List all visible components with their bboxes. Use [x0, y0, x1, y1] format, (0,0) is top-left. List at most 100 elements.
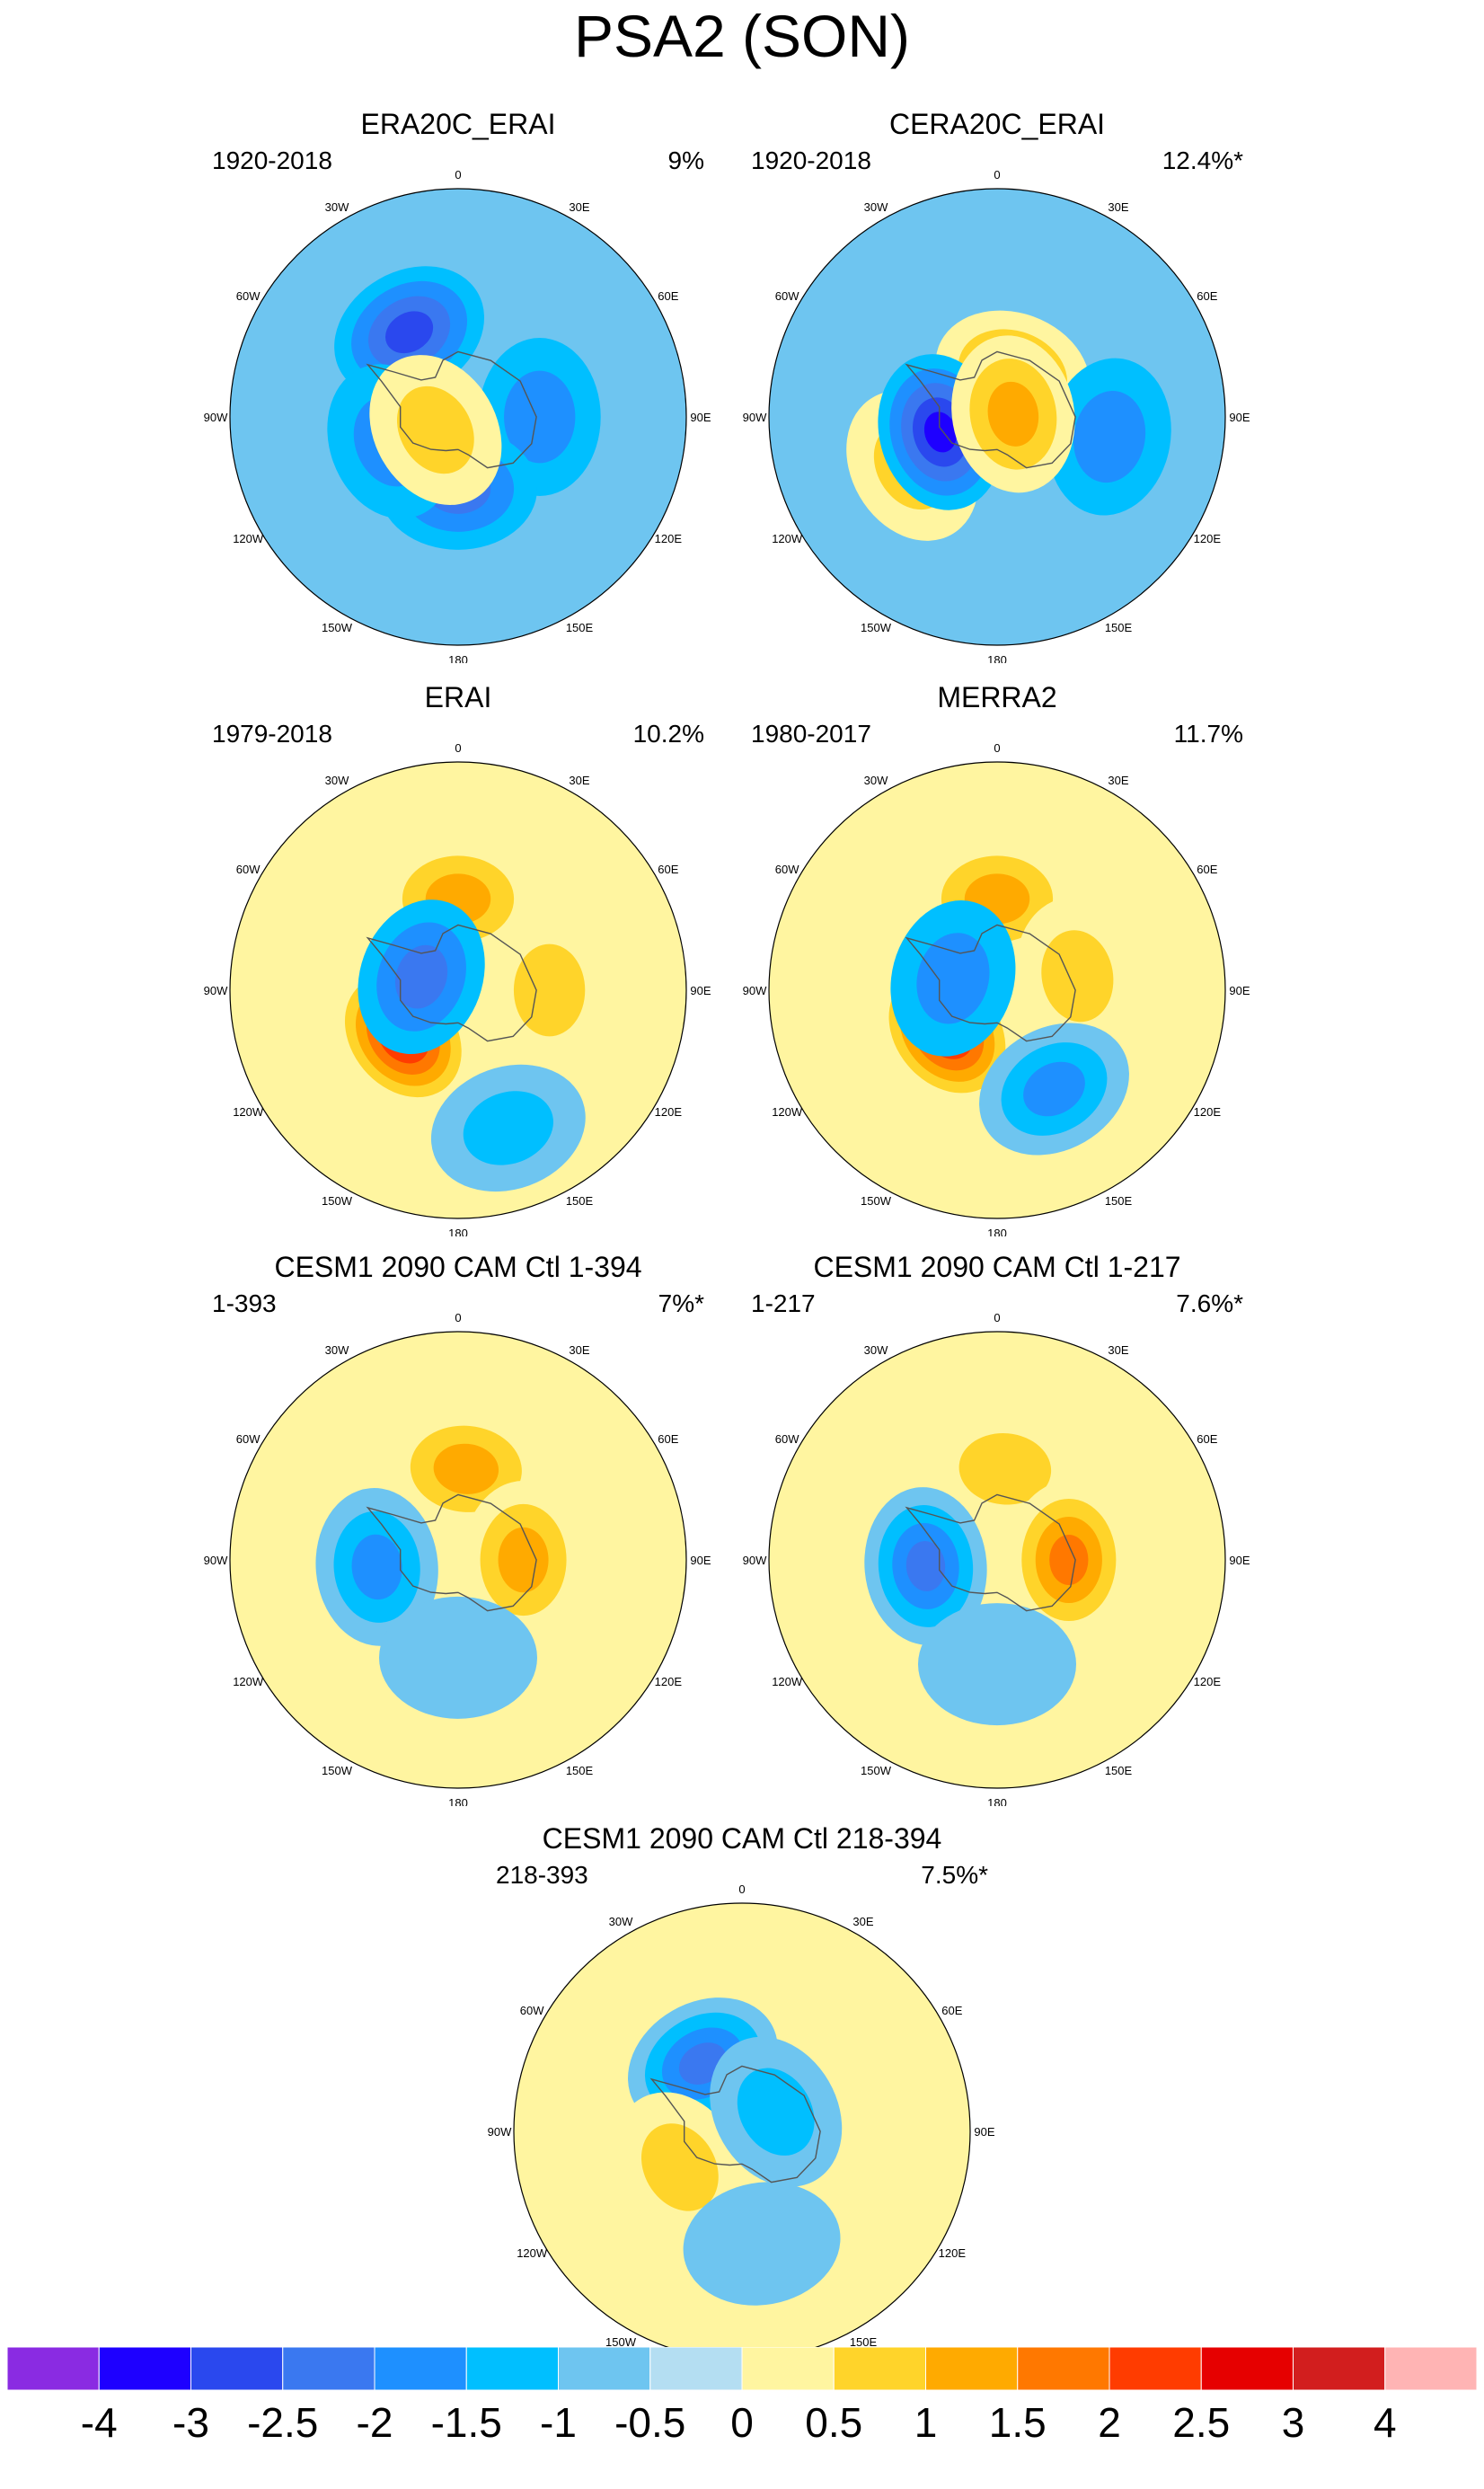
colorbar-tick-label: -0.5: [614, 2399, 686, 2446]
contour-level: [918, 1603, 1076, 1726]
contour-background: [230, 1332, 686, 1788]
longitude-label: 120E: [1194, 1105, 1222, 1119]
longitude-label: 60E: [1197, 1432, 1217, 1446]
colorbar-tick-label: 1.5: [988, 2399, 1047, 2446]
longitude-label: 150E: [1105, 1764, 1133, 1777]
map-panel: CESM1 2090 CAM Ctl 1-394 1-393 7%* 0 30E 6…: [180, 1249, 737, 1806]
colorbar-swatch: [190, 2347, 284, 2390]
coastline-antarctica: [905, 924, 1076, 1042]
colorbar-swatch: [465, 2347, 559, 2390]
colorbar-tick-label: -1: [540, 2399, 577, 2446]
colorbar-swatch: [1017, 2347, 1110, 2390]
colorbar: [7, 2347, 1477, 2390]
colorbar-labels: -4 -3 -2.5 -2 -1.5 -1 -0.5 0 0.5 1 1.5 2 2.5 3 4: [7, 2397, 1477, 2451]
contour-level: [513, 943, 586, 1037]
longitude-label: 60E: [658, 289, 678, 303]
longitude-label: 90E: [690, 1554, 711, 1567]
contour-fill-group: [769, 189, 1225, 645]
longitude-label: 150E: [1105, 1194, 1133, 1208]
contour-level: [905, 1541, 946, 1591]
coastline-antarctica: [366, 350, 537, 469]
panel-title: ERAI: [424, 681, 492, 713]
contour-level: [351, 1534, 402, 1600]
contour-level: [463, 1091, 553, 1165]
longitude-label: 30W: [864, 1343, 888, 1357]
contour-fill-group: [514, 1903, 970, 2360]
panel-period: 1979-2018: [212, 720, 332, 748]
longitude-label: 120W: [233, 1675, 264, 1688]
longitude-label: 90E: [690, 984, 711, 997]
longitude-label: 60W: [236, 289, 261, 303]
colorbar-swatch: [1384, 2347, 1477, 2390]
colorbar-tick-label: -1.5: [430, 2399, 502, 2446]
panel-variance-percent: 7.6%*: [1176, 1289, 1243, 1317]
longitude-label: 180: [987, 1227, 1007, 1236]
longitude-label: 90W: [204, 411, 228, 424]
longitude-label: 150W: [322, 621, 353, 634]
longitude-label: 60W: [236, 1432, 261, 1446]
longitude-label: 60E: [658, 1432, 678, 1446]
map-panel: MERRA2 1980-2017 11.7% 0 30E 60E 90E 120E 150…: [719, 679, 1276, 1236]
map-panel: CESM1 2090 CAM Ctl 1-217 1-217 7.6%* 0 30…: [719, 1249, 1276, 1806]
longitude-label: 120E: [1194, 1675, 1222, 1688]
longitude-label: 90E: [1229, 411, 1250, 424]
colorbar-swatch: [558, 2347, 651, 2390]
longitude-label: 0: [994, 744, 1000, 755]
longitude-label: 30W: [325, 200, 349, 214]
longitude-label: 60E: [941, 2004, 962, 2017]
longitude-label: 120W: [772, 1675, 803, 1688]
longitude-label: 60E: [1197, 863, 1217, 876]
figure-title: PSA2 (SON): [573, 3, 911, 69]
coastline-antarctica: [905, 1493, 1076, 1612]
colorbar-tick-label: -3: [172, 2399, 209, 2446]
contour-level: [958, 1433, 1052, 1505]
longitude-label: 60W: [775, 289, 799, 303]
contour-level: [1073, 391, 1146, 483]
longitude-label: 90W: [743, 984, 767, 997]
contour-level: [504, 370, 576, 464]
longitude-label: 150E: [850, 2335, 878, 2349]
panel-period: 218-393: [496, 1861, 588, 1889]
longitude-label: 150W: [605, 2335, 637, 2349]
colorbar-tick-label: 0: [730, 2399, 754, 2446]
longitude-label: 180: [448, 653, 468, 663]
longitude-label: 150W: [861, 1764, 892, 1777]
map-border: [229, 1331, 687, 1789]
longitude-label: 120E: [655, 1675, 683, 1688]
longitude-label: 120E: [939, 2246, 967, 2260]
panel-variance-percent: 9%: [667, 146, 704, 174]
longitude-label: 120E: [1194, 532, 1222, 545]
contour-fill-group: [769, 1332, 1225, 1788]
longitude-label: 120W: [772, 532, 803, 545]
contour-level: [1041, 930, 1114, 1023]
longitude-label: 30E: [852, 1915, 873, 1928]
colorbar-tick-label: 0.5: [805, 2399, 863, 2446]
panel-period: 1-217: [751, 1289, 816, 1317]
colorbar-tick-label: 2.5: [1172, 2399, 1231, 2446]
longitude-label: 150E: [566, 621, 594, 634]
longitude-label: 90W: [204, 984, 228, 997]
coastline-antarctica: [366, 924, 537, 1042]
panel-variance-percent: 10.2%: [632, 720, 704, 748]
longitude-label: 150W: [322, 1194, 353, 1208]
longitude-label: 120E: [655, 532, 683, 545]
longitude-label: 60W: [775, 863, 799, 876]
longitude-label: 90E: [1229, 1554, 1250, 1567]
longitude-label: 150E: [566, 1194, 594, 1208]
longitude-label: 90W: [204, 1554, 228, 1567]
contour-fill-group: [230, 189, 686, 645]
colorbar-tick-label: 3: [1281, 2399, 1305, 2446]
colorbar-tick-label: 1: [914, 2399, 938, 2446]
coastline-antarctica: [905, 350, 1076, 469]
longitude-label: 90E: [974, 2125, 994, 2139]
colorbar-tick-label: 2: [1098, 2399, 1121, 2446]
longitude-label: 30E: [1108, 1343, 1128, 1357]
contour-level: [385, 311, 434, 354]
longitude-label: 0: [994, 171, 1000, 182]
contour-level: [1023, 1061, 1085, 1117]
